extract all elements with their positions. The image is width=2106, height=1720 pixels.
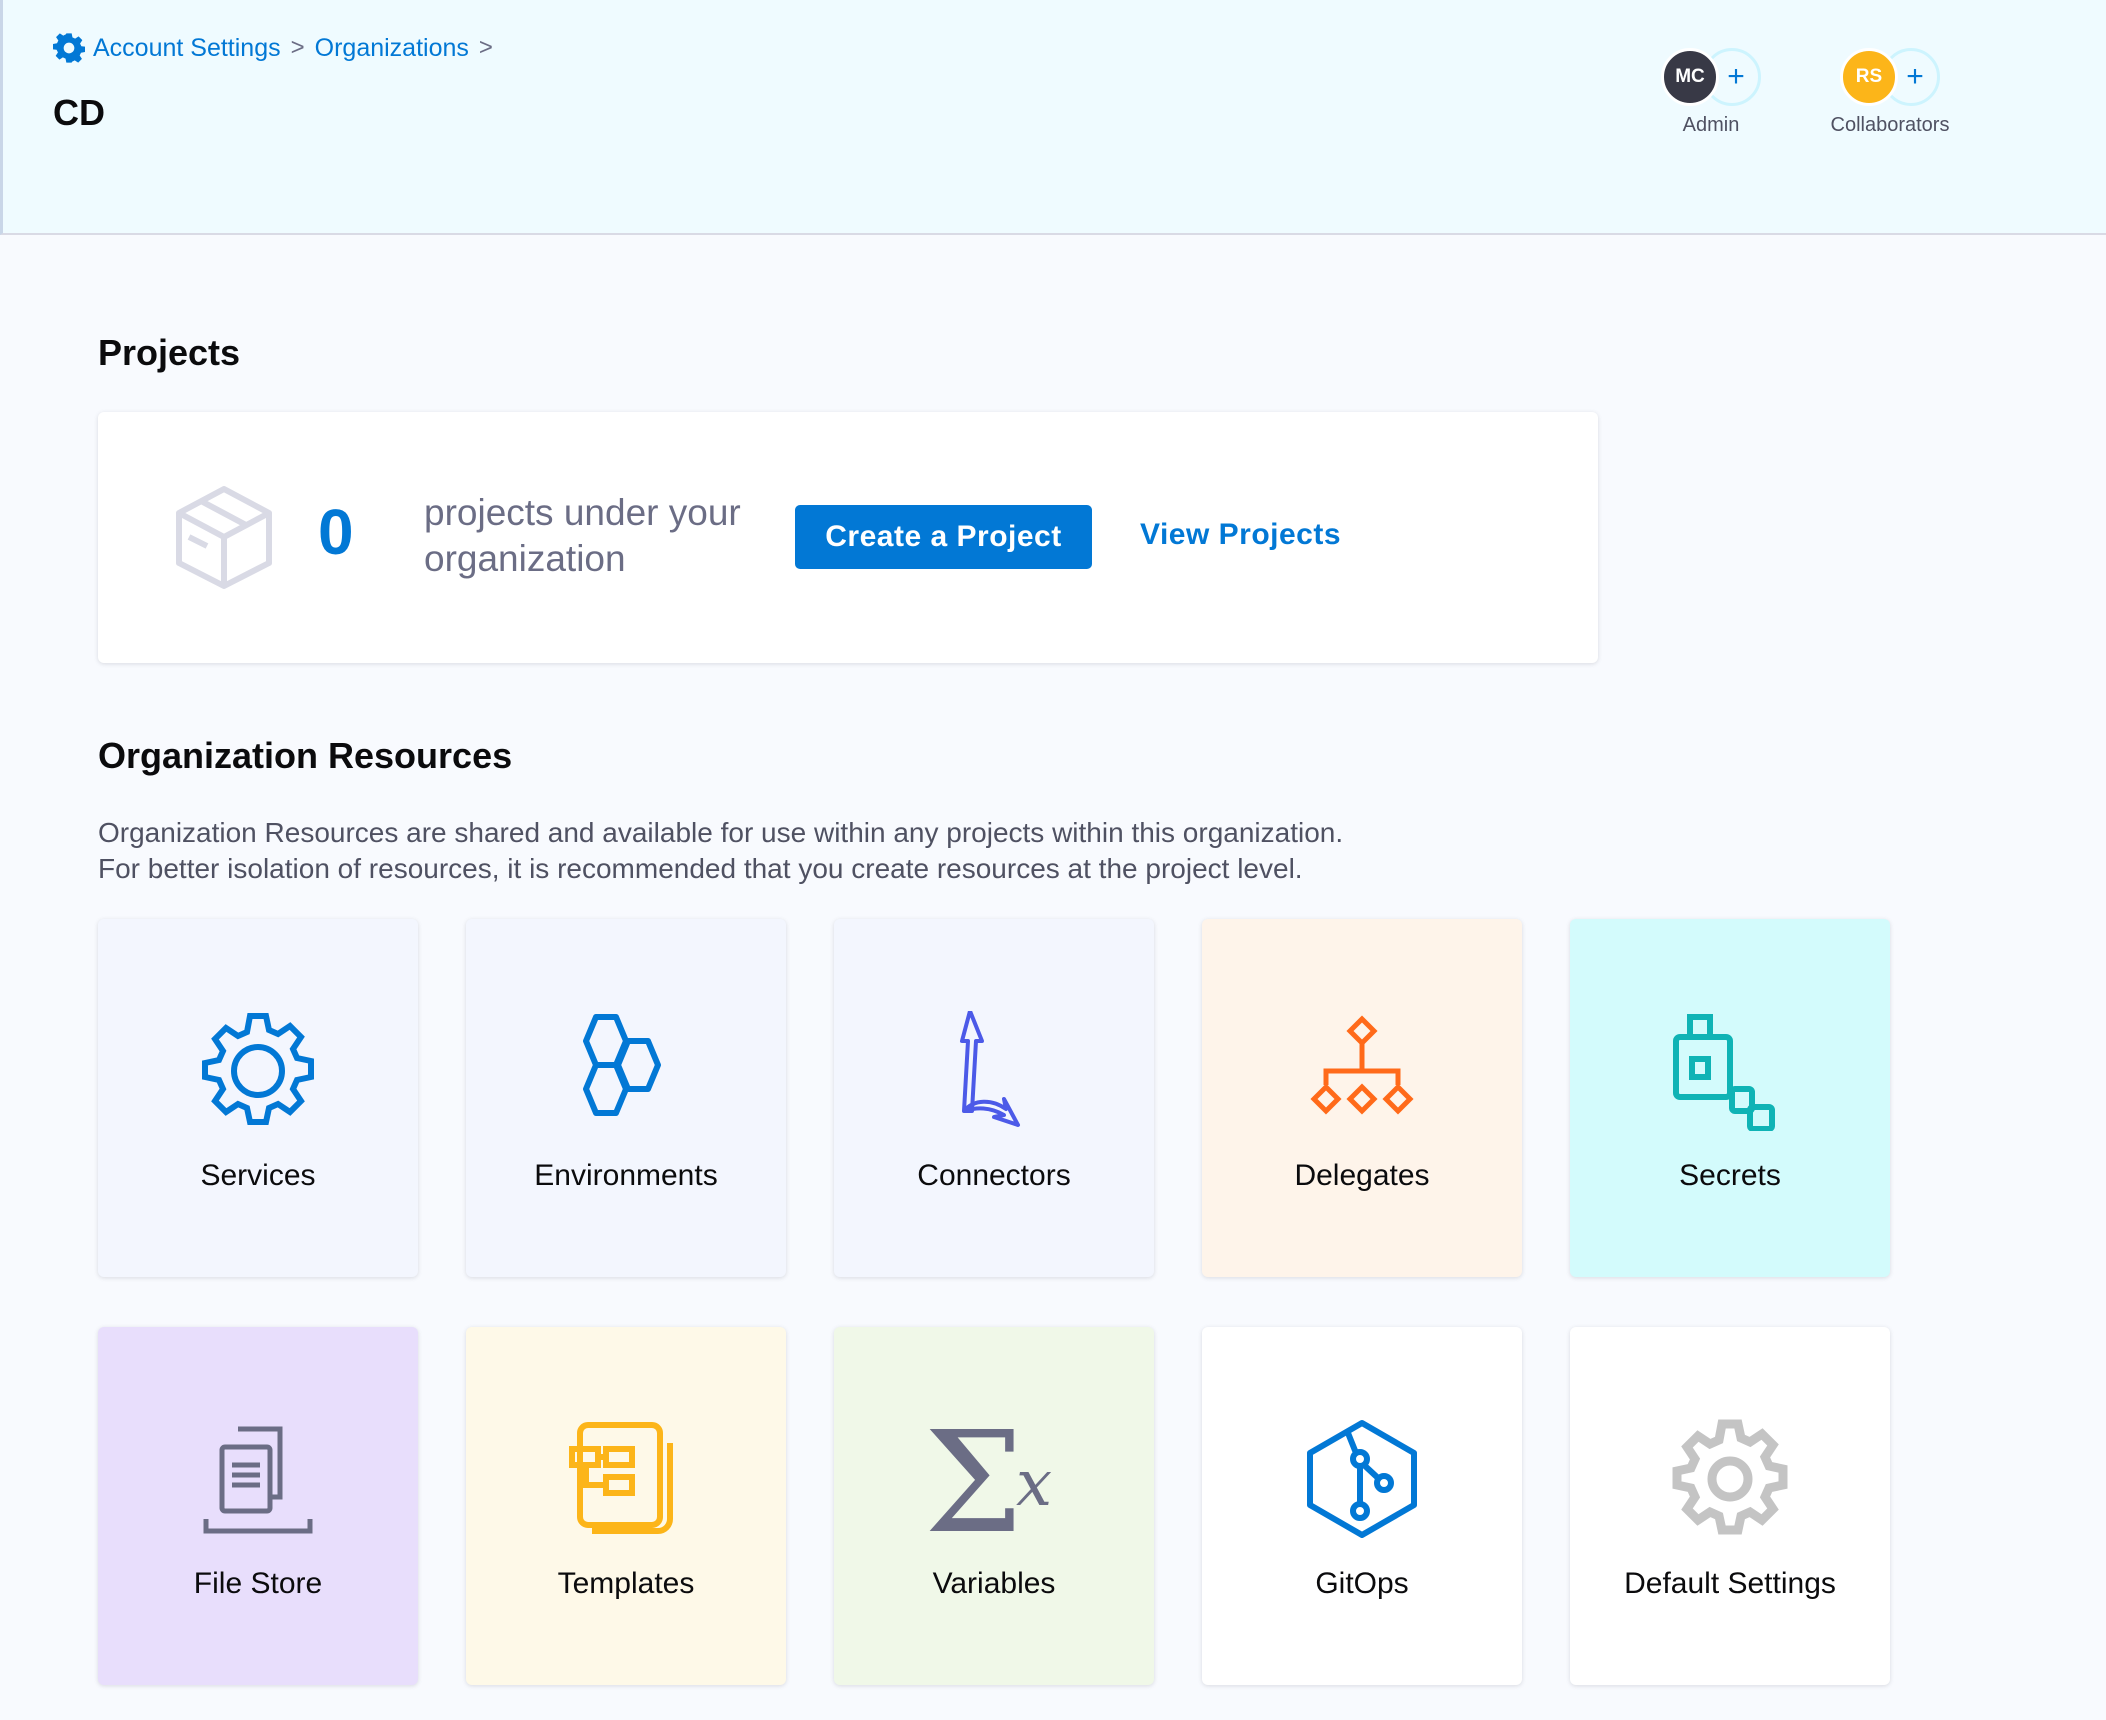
view-projects-link[interactable]: View Projects <box>1140 518 1342 551</box>
collaborators-group: RS + Collaborators <box>1800 48 1980 137</box>
tile-delegates[interactable]: Delegates <box>1202 919 1522 1277</box>
breadcrumb-separator: > <box>478 34 493 61</box>
tile-environments[interactable]: Environments <box>466 919 786 1277</box>
admin-group: MC + Admin <box>1621 48 1801 137</box>
tile-connectors[interactable]: Connectors <box>834 919 1154 1277</box>
tile-label: Secrets <box>1679 1159 1781 1192</box>
admin-label: Admin <box>1682 114 1740 136</box>
create-project-button[interactable]: Create a Project <box>795 505 1092 569</box>
svg-text:Σ: Σ <box>924 1419 1023 1539</box>
description-line: Organization Resources are shared and av… <box>98 817 1344 848</box>
tile-label: Connectors <box>917 1159 1071 1192</box>
tile-label: Templates <box>557 1567 695 1600</box>
tile-label: GitOps <box>1315 1567 1409 1600</box>
project-count: 0 <box>318 496 354 568</box>
tile-secrets[interactable]: Secrets <box>1570 919 1890 1277</box>
tile-gitops[interactable]: GitOps <box>1202 1327 1522 1685</box>
org-resources-heading: Organization Resources <box>98 735 513 776</box>
sigma-x-icon: Σx <box>924 1419 1052 1539</box>
delegate-tree-icon <box>1310 1015 1414 1115</box>
secrets-lock-icon <box>1673 1014 1775 1131</box>
settings-gear-icon <box>1672 1419 1788 1535</box>
tile-label: Environments <box>534 1159 718 1192</box>
gear-icon <box>202 1013 314 1125</box>
cube-icon <box>176 486 272 589</box>
breadcrumb-organizations[interactable]: Organizations <box>314 33 469 62</box>
avatar[interactable]: RS <box>1840 48 1898 106</box>
svg-text:x: x <box>1016 1447 1052 1521</box>
tile-label: Default Settings <box>1624 1567 1836 1600</box>
tile-label: Delegates <box>1294 1159 1430 1192</box>
tile-templates[interactable]: Templates <box>466 1327 786 1685</box>
templates-icon <box>569 1422 673 1534</box>
tile-file-store[interactable]: File Store <box>98 1327 418 1685</box>
breadcrumb-separator: > <box>290 34 305 61</box>
gitops-icon <box>1307 1420 1417 1538</box>
gear-icon <box>53 33 85 63</box>
description-line: For better isolation of resources, it is… <box>98 853 1303 884</box>
hexagons-icon <box>583 1014 661 1116</box>
tile-services[interactable]: Services <box>98 919 418 1277</box>
tile-label: Services <box>200 1159 316 1192</box>
projects-heading: Projects <box>98 332 241 373</box>
breadcrumb-account-settings[interactable]: Account Settings <box>93 33 281 62</box>
projects-text: projects under your organization <box>424 492 741 579</box>
org-resources-description: Organization Resources are shared and av… <box>98 815 1343 887</box>
connector-arrows-icon <box>960 1011 1020 1127</box>
file-store-icon <box>203 1426 313 1534</box>
tile-label: Variables <box>932 1567 1056 1600</box>
page-header: Account Settings > Organizations > CD MC… <box>0 0 2106 235</box>
page-title: CD <box>53 92 105 133</box>
tile-default-settings[interactable]: Default Settings <box>1570 1327 1890 1685</box>
breadcrumb: Account Settings > Organizations > <box>53 32 503 64</box>
tile-label: File Store <box>193 1567 323 1600</box>
collaborators-label: Collaborators <box>1830 114 1950 136</box>
avatar[interactable]: MC <box>1661 48 1719 106</box>
